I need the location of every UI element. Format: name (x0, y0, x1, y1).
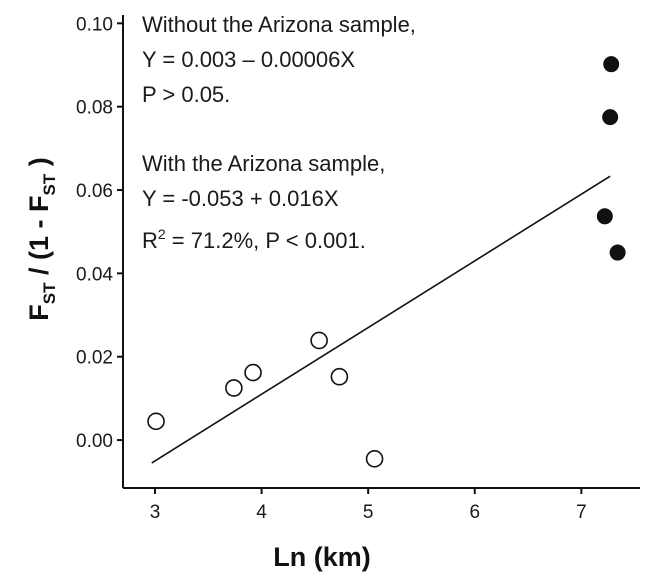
annotation-r-rest: = 71.2%, P < 0.001. (166, 228, 366, 253)
y-title-middle: / (1 - F (24, 196, 54, 283)
open-data-point (244, 363, 262, 382)
y-axis-title: FST / (1 - FST ) (24, 157, 59, 320)
annotation-r-letter: R (142, 228, 158, 253)
y-tick-label: 0.00 (76, 431, 113, 452)
annotation-block1-line2: Y = 0.003 – 0.00006X (142, 47, 355, 72)
annotation-block2-line3: R2 = 71.2%, P < 0.001. (142, 226, 366, 253)
annotations: Without the Arizona sample, Y = 0.003 – … (142, 12, 416, 253)
regression-line-group (151, 175, 611, 464)
filled-data-point (603, 56, 620, 73)
y-title-suffix: ) (24, 157, 54, 174)
ticks: 0.00 0.02 0.04 0.06 0.08 0.10 3 4 5 6 7 (76, 14, 587, 523)
y-title-f1: F (24, 304, 54, 321)
open-data-point (147, 412, 165, 431)
annotation-r-superscript: 2 (158, 226, 166, 242)
open-data-point (310, 331, 328, 350)
annotation-block2-line2: Y = -0.053 + 0.016X (142, 186, 339, 211)
axes (122, 15, 640, 489)
y-tick-label: 0.02 (76, 348, 113, 369)
x-axis-title: Ln (km) (273, 542, 371, 572)
data-points (147, 56, 626, 468)
open-data-point (225, 379, 243, 397)
x-tick-label: 4 (256, 502, 267, 523)
y-tick-label: 0.06 (76, 181, 113, 202)
filled-data-point (596, 208, 613, 225)
x-tick-label: 5 (363, 502, 374, 523)
y-title-sub2: ST (40, 173, 59, 195)
y-tick-label: 0.08 (76, 98, 113, 119)
open-data-point (365, 450, 384, 468)
annotation-block1-line3: P > 0.05. (142, 82, 230, 107)
regression-line (151, 175, 611, 464)
annotation-block1-line1: Without the Arizona sample, (142, 12, 416, 37)
x-tick-label: 3 (150, 502, 161, 523)
x-tick-label: 6 (469, 502, 480, 523)
y-title-sub1: ST (40, 282, 59, 304)
filled-data-point (609, 244, 626, 261)
x-tick-label: 7 (576, 502, 587, 523)
open-data-point (330, 367, 349, 386)
filled-data-point (602, 109, 619, 126)
y-tick-label: 0.10 (76, 14, 113, 35)
annotation-block2-line1: With the Arizona sample, (142, 151, 385, 176)
y-tick-label: 0.04 (76, 264, 113, 285)
